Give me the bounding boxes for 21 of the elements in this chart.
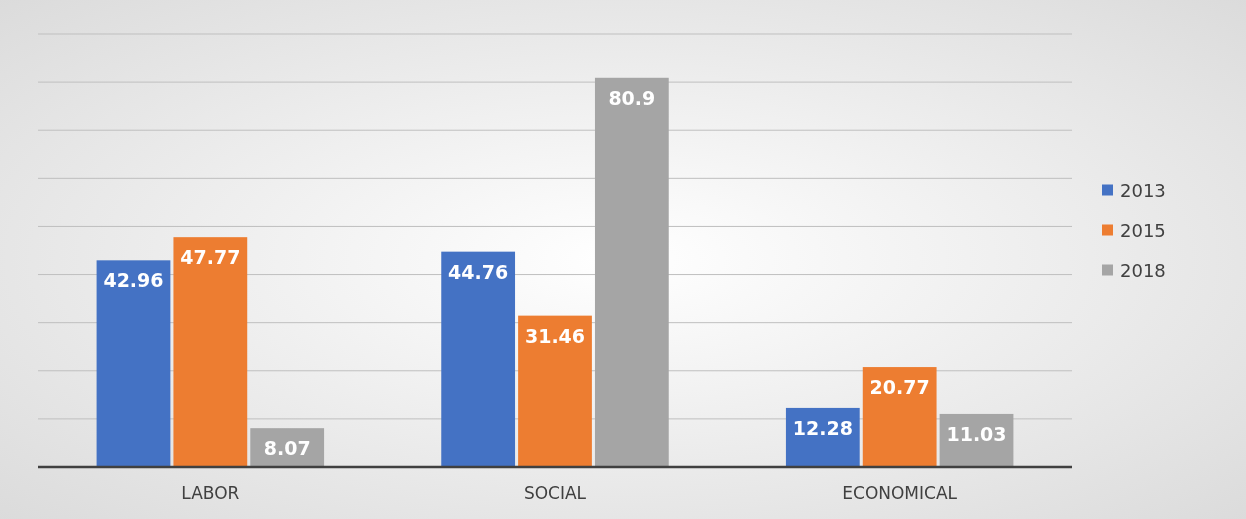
legend-label: 2018: [1120, 259, 1166, 281]
bar: [441, 251, 516, 467]
data-label: 20.77: [869, 376, 930, 399]
x-tick-label: ECONOMICAL: [842, 483, 958, 503]
data-label: 42.96: [103, 269, 164, 292]
x-tick-label: LABOR: [181, 483, 240, 503]
bar: [173, 237, 248, 467]
data-label: 12.28: [792, 416, 853, 439]
data-label: 8.07: [263, 437, 311, 460]
data-label: 31.46: [524, 324, 586, 347]
bar: [862, 367, 937, 467]
x-tick-label: SOCIAL: [523, 483, 587, 503]
legend-label: 2013: [1120, 179, 1166, 201]
bar: [518, 315, 592, 467]
data-label: 44.76: [448, 260, 509, 283]
data-label: 11.03: [946, 422, 1007, 445]
data-label: 47.77: [180, 246, 241, 269]
bar: [96, 260, 171, 467]
bar: [594, 77, 669, 467]
data-label: 80.9: [608, 86, 656, 109]
legend-label: 2015: [1120, 219, 1166, 241]
